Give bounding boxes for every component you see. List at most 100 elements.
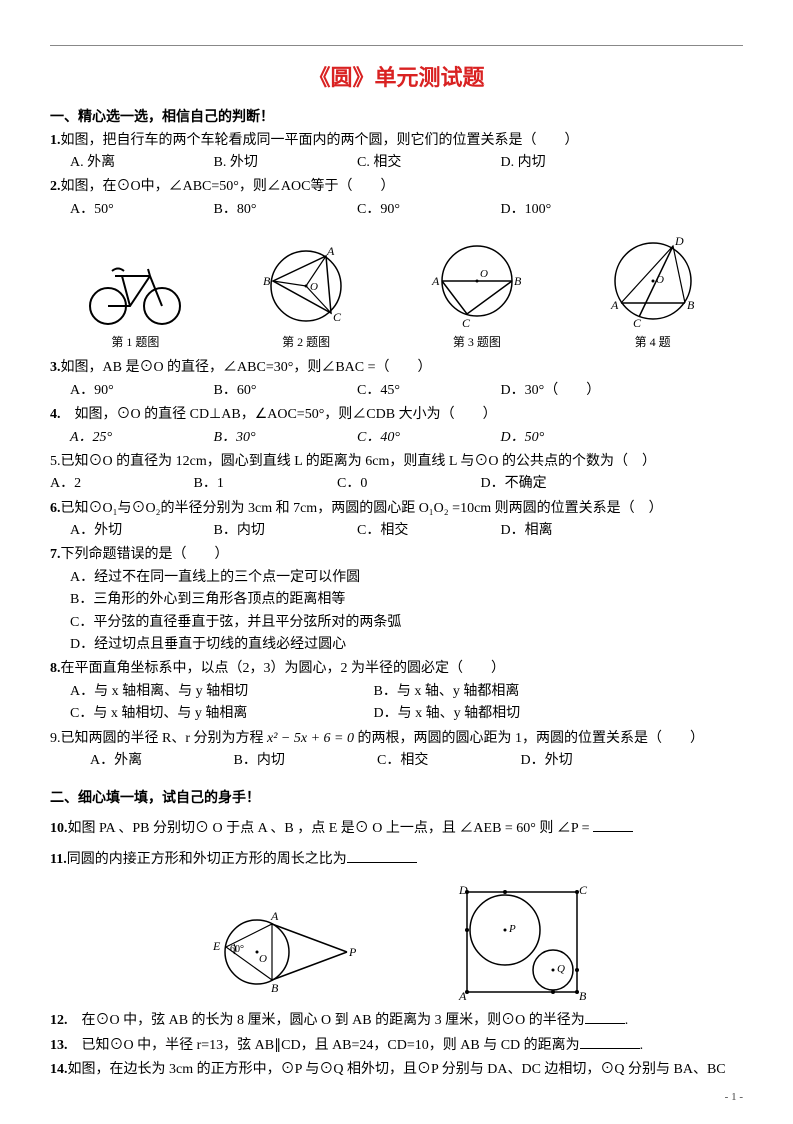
q11-text: 同圆的内接正方形和外切正方形的周长之比为 <box>67 852 347 867</box>
q3-num: 3. <box>50 360 61 375</box>
question-8: 8.在平面直角坐标系中，以点（2，3）为圆心，2 为半径的圆必定（ ） A．与 … <box>50 658 743 725</box>
q11-blank <box>347 848 417 863</box>
q2-opt-b: B．80° <box>214 199 354 221</box>
q6-num: 6. <box>50 501 61 516</box>
q5-opt-b: B．1 <box>194 473 334 495</box>
q9-equation: x² − 5x + 6 = 0 <box>267 731 354 746</box>
q12-blank <box>585 1009 625 1024</box>
question-7: 7.下列命题错误的是（ ） A．经过不在同一直线上的三个点一定可以作圆 B．三角… <box>50 544 743 656</box>
q7-options: A．经过不在同一直线上的三个点一定可以作圆 B．三角形的外心到三角形各顶点的距离… <box>70 567 743 657</box>
svg-text:B: B <box>579 989 587 1002</box>
q9-opt-d: D．外切 <box>521 750 661 772</box>
q2-text: 如图，在⊙O中，∠ABC=50°，则∠AOC等于（ ） <box>61 179 395 194</box>
q12-num: 12. <box>50 1013 68 1028</box>
q5-text: 已知⊙O 的直径为 12cm，圆心到直线 L 的距离为 6cm，则直线 L 与⊙… <box>61 454 657 469</box>
q8-opt-b: B．与 x 轴、y 轴都相离 <box>374 681 674 703</box>
question-1: 1.如图，把自行车的两个车轮看成同一平面内的两个圆，则它们的位置关系是（ ） A… <box>50 130 743 175</box>
figure-4-caption: 第 4 题 <box>593 333 713 352</box>
svg-text:C: C <box>633 316 642 330</box>
q7-text: 下列命题错误的是（ ） <box>61 547 229 562</box>
circle-diameter-icon: A B C O <box>422 241 532 331</box>
figure-1: 第 1 题图 <box>80 251 190 352</box>
q6-opt-a: A．外切 <box>70 520 210 542</box>
question-6: 6.已知⊙O₁与⊙O₂的半径分别为 3cm 和 7cm，两圆的圆心距 O₁O₂ … <box>50 498 743 543</box>
q1-opt-b: B. 外切 <box>214 152 354 174</box>
svg-text:P: P <box>348 945 357 959</box>
q4-options: A．25° B．30° C．40° D．50° <box>70 427 743 449</box>
svg-text:C: C <box>333 310 342 324</box>
section-1-heading: 一、精心选一选，相信自己的判断！ <box>50 105 743 127</box>
question-14: 14.如图，在边长为 3cm 的正方形中，⊙P 与⊙Q 相外切，且⊙P 分别与 … <box>50 1059 743 1081</box>
q14-text: 如图，在边长为 3cm 的正方形中，⊙P 与⊙Q 相外切，且⊙P 分别与 DA、… <box>68 1062 726 1077</box>
q8-num: 8. <box>50 661 61 676</box>
q7-opt-c: C．平分弦的直径垂直于弦，并且平分弦所对的两条弧 <box>70 612 743 634</box>
q14-num: 14. <box>50 1062 68 1077</box>
svg-text:P: P <box>508 923 516 935</box>
q10-num: 10. <box>50 821 68 836</box>
q13-num: 13. <box>50 1038 68 1053</box>
svg-text:O: O <box>480 268 488 280</box>
header-rule <box>50 45 743 46</box>
q9-opt-a: A．外离 <box>90 750 230 772</box>
q1-options: A. 外离 B. 外切 C. 相交 D. 内切 <box>70 152 743 174</box>
q3-opt-d: D．30°（ ） <box>501 380 641 402</box>
q5-opt-c: C．0 <box>337 473 477 495</box>
q8-options: A．与 x 轴相离、与 y 轴相切 B．与 x 轴、y 轴都相离 C．与 x 轴… <box>70 681 743 726</box>
page-footer: - 1 - <box>725 1089 743 1107</box>
figure-1-caption: 第 1 题图 <box>80 333 190 352</box>
q7-opt-d: D．经过切点且垂直于切线的直线必经过圆心 <box>70 634 743 656</box>
q3-options: A．90° B．60° C．45° D．30°（ ） <box>70 380 743 402</box>
svg-text:C: C <box>579 883 588 897</box>
q4-opt-a: A．25° <box>70 427 210 449</box>
q7-opt-a: A．经过不在同一直线上的三个点一定可以作圆 <box>70 567 743 589</box>
svg-text:B: B <box>687 298 695 312</box>
q2-opt-a: A．50° <box>70 199 210 221</box>
q13-blank <box>580 1034 640 1049</box>
svg-text:A: A <box>610 298 619 312</box>
q2-num: 2. <box>50 179 61 194</box>
q2-opt-d: D．100° <box>501 199 641 221</box>
svg-text:B: B <box>514 274 522 288</box>
q12-text-b: . <box>625 1013 629 1028</box>
page-title: 《圆》单元测试题 <box>50 60 743 95</box>
svg-text:Q: Q <box>557 963 565 975</box>
q10-text: 如图 PA 、PB 分别切⊙ O 于点 A 、B ，点 E 是⊙ O 上一点，且… <box>68 821 594 836</box>
svg-text:B: B <box>271 981 279 995</box>
question-13: 13. 已知⊙O 中，半径 r=13，弦 AB∥CD，且 AB=24，CD=10… <box>50 1034 743 1057</box>
q5-opt-a: A．2 <box>50 473 190 495</box>
svg-text:A: A <box>270 909 279 923</box>
q3-text: 如图，AB 是⊙O 的直径，∠ABC=30°，则∠BAC =（ ） <box>61 360 432 375</box>
svg-text:A: A <box>326 244 335 258</box>
figure-2: O B A C 第 2 题图 <box>251 241 361 352</box>
question-9: 9.已知两圆的半径 R、r 分别为方程 x² − 5x + 6 = 0 的两根，… <box>50 728 743 773</box>
q1-opt-c: C. 相交 <box>357 152 497 174</box>
q10-blank <box>593 817 633 832</box>
question-2: 2.如图，在⊙O中，∠ABC=50°，则∠AOC等于（ ） A．50° B．80… <box>50 176 743 221</box>
q9-num: 9. <box>50 731 61 746</box>
section-2-heading: 二、细心填一填，试自己的身手！ <box>50 786 743 808</box>
figure-3: A B C O 第 3 题图 <box>422 241 532 352</box>
svg-text:O: O <box>656 274 664 286</box>
square-two-circles-icon: P Q D C A B <box>447 882 597 1002</box>
svg-text:D: D <box>458 883 468 897</box>
q4-opt-d: D．50° <box>501 427 641 449</box>
q4-num: 4. <box>50 407 61 422</box>
svg-text:C: C <box>462 316 471 330</box>
q4-opt-b: B．30° <box>214 427 354 449</box>
q9-opt-c: C．相交 <box>377 750 517 772</box>
question-4: 4. 如图，⊙O 的直径 CD⊥AB，∠AOC=50°，则∠CDB 大小为（ ）… <box>50 404 743 449</box>
q5-num: 5. <box>50 454 61 469</box>
figure-2-caption: 第 2 题图 <box>251 333 361 352</box>
question-5: 5.已知⊙O 的直径为 12cm，圆心到直线 L 的距离为 6cm，则直线 L … <box>50 451 743 496</box>
svg-text:D: D <box>674 234 684 248</box>
q6-opt-d: D．相离 <box>501 520 641 542</box>
q6-opt-c: C．相交 <box>357 520 497 542</box>
q6-text: 已知⊙O₁与⊙O₂的半径分别为 3cm 和 7cm，两圆的圆心距 O₁O₂ =1… <box>61 501 663 516</box>
svg-text:E: E <box>212 939 221 953</box>
q13-text-a: 已知⊙O 中，半径 r=13，弦 AB∥CD，且 AB=24，CD=10，则 A… <box>68 1038 580 1053</box>
q1-text: 如图，把自行车的两个车轮看成同一平面内的两个圆，则它们的位置关系是（ ） <box>61 133 579 148</box>
svg-text:60°: 60° <box>230 944 244 955</box>
bicycle-icon <box>80 251 190 331</box>
q2-options: A．50° B．80° C．90° D．100° <box>70 199 743 221</box>
svg-text:A: A <box>458 989 467 1002</box>
